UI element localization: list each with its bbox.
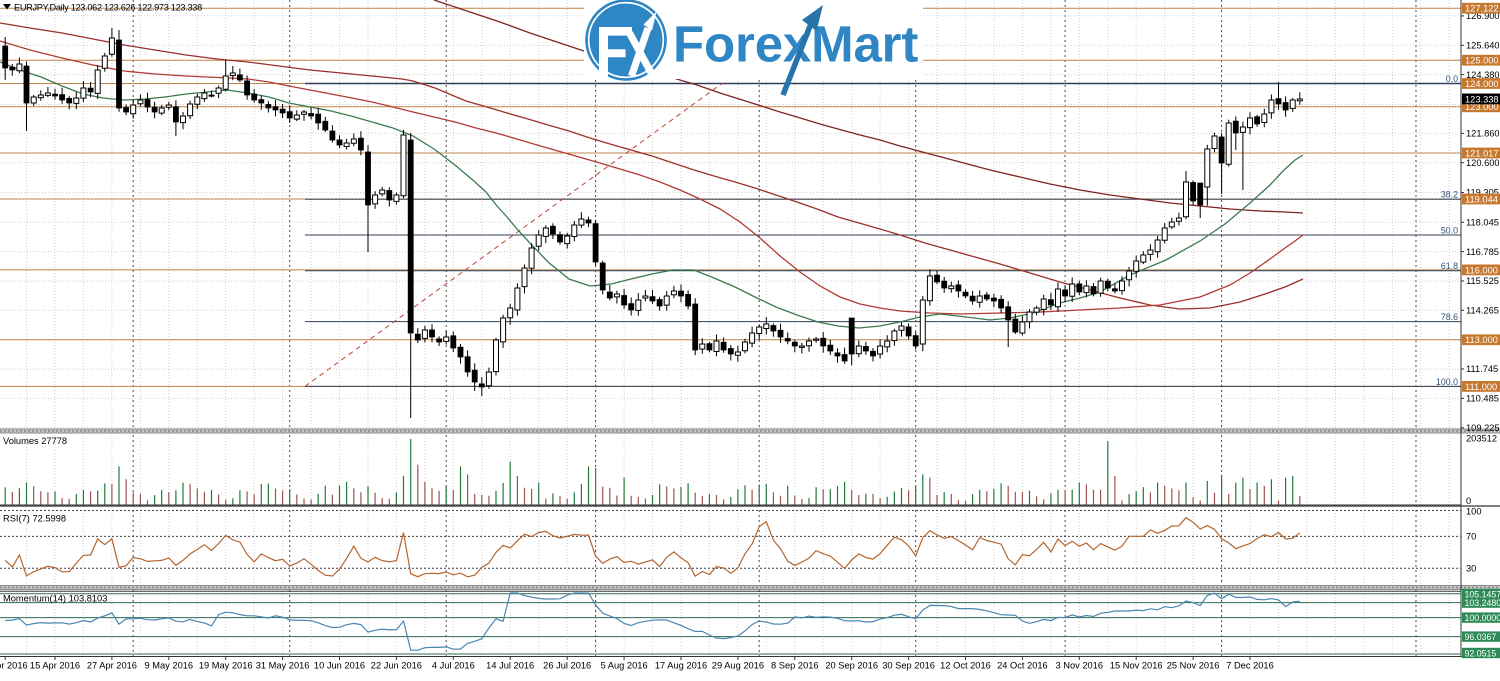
svg-text:31 May 2016: 31 May 2016 bbox=[256, 661, 310, 671]
svg-text:Volumes 27778: Volumes 27778 bbox=[3, 436, 67, 446]
svg-text:24 Oct 2016: 24 Oct 2016 bbox=[997, 661, 1048, 671]
svg-text:26 Jul 2016: 26 Jul 2016 bbox=[543, 661, 591, 671]
svg-text:70: 70 bbox=[1466, 532, 1476, 542]
svg-text:111.745: 111.745 bbox=[1466, 364, 1498, 374]
svg-text:96.0367: 96.0367 bbox=[1465, 632, 1497, 642]
svg-text:125.000: 125.000 bbox=[1465, 56, 1499, 66]
svg-text:113.000: 113.000 bbox=[1465, 335, 1498, 345]
svg-text:8 Sep 2016: 8 Sep 2016 bbox=[771, 661, 819, 671]
svg-text:100.0000: 100.0000 bbox=[1465, 613, 1500, 623]
svg-text:120.600: 120.600 bbox=[1466, 158, 1500, 168]
svg-text:118.045: 118.045 bbox=[1466, 218, 1499, 228]
svg-text:14 Jul 2016: 14 Jul 2016 bbox=[486, 661, 534, 671]
svg-text:121.860: 121.860 bbox=[1466, 129, 1500, 139]
svg-text:121.017: 121.017 bbox=[1465, 148, 1499, 158]
svg-text:78.6: 78.6 bbox=[1441, 312, 1458, 322]
svg-text:5 Aug 2016: 5 Aug 2016 bbox=[601, 661, 648, 671]
svg-text:103.2480: 103.2480 bbox=[1465, 598, 1500, 608]
svg-text:92.0515: 92.0515 bbox=[1465, 648, 1497, 658]
svg-text:0: 0 bbox=[1466, 496, 1471, 506]
svg-text:111.000: 111.000 bbox=[1465, 382, 1497, 392]
svg-text:EURJPY,Daily 123.062 123.626: EURJPY,Daily 123.062 123.626 122.973 123… bbox=[14, 3, 202, 13]
svg-text:110.485: 110.485 bbox=[1466, 394, 1499, 404]
svg-text:15 Apr 2016: 15 Apr 2016 bbox=[30, 661, 80, 671]
svg-text:RSI(7) 72.5998: RSI(7) 72.5998 bbox=[3, 514, 66, 524]
svg-text:10 Jun 2016: 10 Jun 2016 bbox=[314, 661, 365, 671]
svg-text:6 Apr 2016: 6 Apr 2016 bbox=[0, 661, 28, 671]
svg-text:27 Apr 2016: 27 Apr 2016 bbox=[87, 661, 137, 671]
svg-text:127.122: 127.122 bbox=[1465, 4, 1499, 14]
svg-text:3 Nov 2016: 3 Nov 2016 bbox=[1056, 661, 1104, 671]
svg-text:9 May 2016: 9 May 2016 bbox=[145, 661, 194, 671]
svg-text:123.338: 123.338 bbox=[1465, 94, 1499, 104]
svg-text:30: 30 bbox=[1466, 564, 1476, 574]
svg-text:25 Nov 2016: 25 Nov 2016 bbox=[1167, 661, 1220, 671]
svg-text:7 Dec 2016: 7 Dec 2016 bbox=[1226, 661, 1274, 671]
svg-text:38.2: 38.2 bbox=[1441, 190, 1458, 200]
svg-text:15 Nov 2016: 15 Nov 2016 bbox=[1110, 661, 1163, 671]
svg-text:19 May 2016: 19 May 2016 bbox=[199, 661, 253, 671]
svg-text:61.8: 61.8 bbox=[1441, 261, 1458, 271]
svg-text:125.640: 125.640 bbox=[1466, 41, 1500, 51]
svg-text:12 Oct 2016: 12 Oct 2016 bbox=[940, 661, 991, 671]
svg-text:30 Sep 2016: 30 Sep 2016 bbox=[882, 661, 935, 671]
svg-text:0.0: 0.0 bbox=[1446, 74, 1458, 84]
svg-text:29 Aug 2016: 29 Aug 2016 bbox=[712, 661, 764, 671]
svg-text:50.0: 50.0 bbox=[1441, 226, 1458, 236]
svg-text:124.000: 124.000 bbox=[1465, 79, 1499, 89]
svg-text:119.044: 119.044 bbox=[1465, 194, 1498, 204]
svg-text:116.785: 116.785 bbox=[1466, 247, 1499, 257]
svg-text:100: 100 bbox=[1466, 507, 1482, 517]
svg-text:17 Aug 2016: 17 Aug 2016 bbox=[655, 661, 707, 671]
svg-text:Momentum(14) 103.8103: Momentum(14) 103.8103 bbox=[3, 594, 107, 604]
svg-text:203512: 203512 bbox=[1466, 434, 1497, 444]
svg-text:100.0: 100.0 bbox=[1436, 377, 1458, 387]
svg-text:115.525: 115.525 bbox=[1466, 276, 1499, 286]
svg-text:114.265: 114.265 bbox=[1466, 306, 1499, 316]
svg-text:20 Sep 2016: 20 Sep 2016 bbox=[825, 661, 878, 671]
svg-text:22 Jun 2016: 22 Jun 2016 bbox=[371, 661, 422, 671]
svg-text:109.225: 109.225 bbox=[1466, 423, 1500, 433]
svg-text:116.000: 116.000 bbox=[1465, 265, 1498, 275]
svg-text:4 Jul 2016: 4 Jul 2016 bbox=[432, 661, 475, 671]
